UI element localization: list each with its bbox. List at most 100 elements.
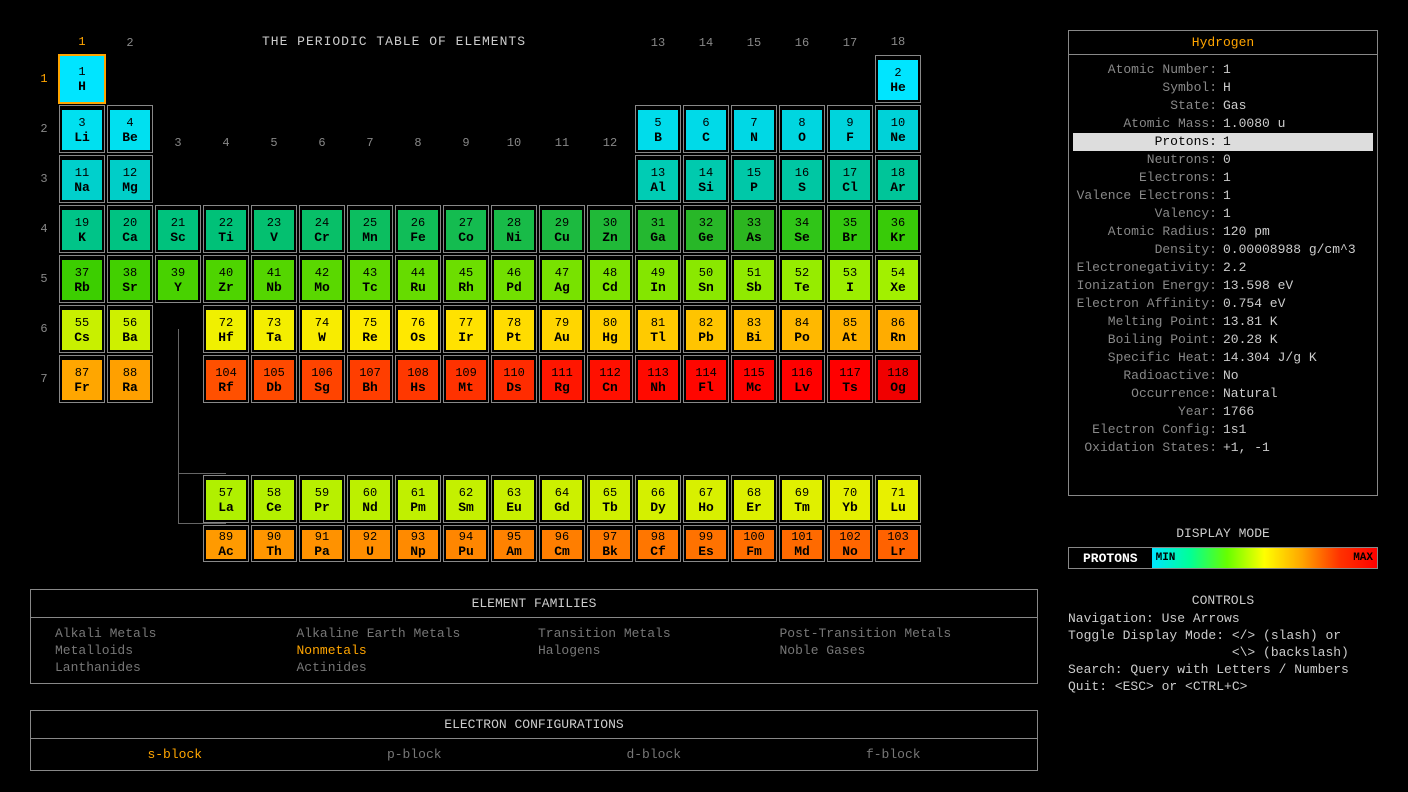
- element-cell-Li[interactable]: 3Li: [59, 105, 105, 153]
- element-cell-Db[interactable]: 105Db: [251, 355, 297, 403]
- element-cell-Ir[interactable]: 77Ir: [443, 305, 489, 353]
- element-cell-Mt[interactable]: 109Mt: [443, 355, 489, 403]
- element-cell-Mc[interactable]: 115Mc: [731, 355, 777, 403]
- element-cell-Tm[interactable]: 69Tm: [779, 475, 825, 523]
- family-nonmetals[interactable]: Nonmetals: [297, 643, 531, 658]
- element-cell-Re[interactable]: 75Re: [347, 305, 393, 353]
- element-cell-P[interactable]: 15P: [731, 155, 777, 203]
- block-d-block[interactable]: d-block: [534, 747, 774, 762]
- family-alkali-metals[interactable]: Alkali Metals: [55, 626, 289, 641]
- element-cell-Np[interactable]: 93Np: [395, 525, 441, 562]
- element-cell-Ru[interactable]: 44Ru: [395, 255, 441, 303]
- element-cell-S[interactable]: 16S: [779, 155, 825, 203]
- element-cell-Fe[interactable]: 26Fe: [395, 205, 441, 253]
- element-cell-At[interactable]: 85At: [827, 305, 873, 353]
- element-cell-Cu[interactable]: 29Cu: [539, 205, 585, 253]
- element-cell-Ca[interactable]: 20Ca: [107, 205, 153, 253]
- element-cell-In[interactable]: 49In: [635, 255, 681, 303]
- family-halogens[interactable]: Halogens: [538, 643, 772, 658]
- element-cell-Sm[interactable]: 62Sm: [443, 475, 489, 523]
- element-cell-Cd[interactable]: 48Cd: [587, 255, 633, 303]
- element-cell-C[interactable]: 6C: [683, 105, 729, 153]
- element-cell-Pr[interactable]: 59Pr: [299, 475, 345, 523]
- element-cell-Lv[interactable]: 116Lv: [779, 355, 825, 403]
- element-cell-Co[interactable]: 27Co: [443, 205, 489, 253]
- element-cell-Mn[interactable]: 25Mn: [347, 205, 393, 253]
- element-cell-Dy[interactable]: 66Dy: [635, 475, 681, 523]
- element-cell-Er[interactable]: 68Er: [731, 475, 777, 523]
- element-cell-Al[interactable]: 13Al: [635, 155, 681, 203]
- element-cell-Gd[interactable]: 64Gd: [539, 475, 585, 523]
- element-cell-Cm[interactable]: 96Cm: [539, 525, 585, 562]
- element-cell-Md[interactable]: 101Md: [779, 525, 825, 562]
- element-cell-Os[interactable]: 76Os: [395, 305, 441, 353]
- element-cell-Te[interactable]: 52Te: [779, 255, 825, 303]
- element-cell-Mg[interactable]: 12Mg: [107, 155, 153, 203]
- block-f-block[interactable]: f-block: [774, 747, 1014, 762]
- element-cell-V[interactable]: 23V: [251, 205, 297, 253]
- element-cell-Zn[interactable]: 30Zn: [587, 205, 633, 253]
- element-cell-Po[interactable]: 84Po: [779, 305, 825, 353]
- element-cell-Lu[interactable]: 71Lu: [875, 475, 921, 523]
- element-cell-Br[interactable]: 35Br: [827, 205, 873, 253]
- element-cell-B[interactable]: 5B: [635, 105, 681, 153]
- element-cell-Bi[interactable]: 83Bi: [731, 305, 777, 353]
- block-s-block[interactable]: s-block: [55, 747, 295, 762]
- element-cell-Ts[interactable]: 117Ts: [827, 355, 873, 403]
- family-alkaline-earth-metals[interactable]: Alkaline Earth Metals: [297, 626, 531, 641]
- element-cell-Au[interactable]: 79Au: [539, 305, 585, 353]
- element-cell-F[interactable]: 9F: [827, 105, 873, 153]
- family-actinides[interactable]: Actinides: [297, 660, 531, 675]
- block-p-block[interactable]: p-block: [295, 747, 535, 762]
- element-cell-Sc[interactable]: 21Sc: [155, 205, 201, 253]
- element-cell-Pd[interactable]: 46Pd: [491, 255, 537, 303]
- element-cell-N[interactable]: 7N: [731, 105, 777, 153]
- element-cell-Ra[interactable]: 88Ra: [107, 355, 153, 403]
- element-cell-W[interactable]: 74W: [299, 305, 345, 353]
- element-cell-Sn[interactable]: 50Sn: [683, 255, 729, 303]
- element-cell-Ds[interactable]: 110Ds: [491, 355, 537, 403]
- family-lanthanides[interactable]: Lanthanides: [55, 660, 289, 675]
- element-cell-Zr[interactable]: 40Zr: [203, 255, 249, 303]
- element-cell-Se[interactable]: 34Se: [779, 205, 825, 253]
- element-cell-Fr[interactable]: 87Fr: [59, 355, 105, 403]
- element-cell-He[interactable]: 2He: [875, 55, 921, 103]
- element-cell-Ag[interactable]: 47Ag: [539, 255, 585, 303]
- element-cell-Pm[interactable]: 61Pm: [395, 475, 441, 523]
- element-cell-Bh[interactable]: 107Bh: [347, 355, 393, 403]
- element-cell-Tc[interactable]: 43Tc: [347, 255, 393, 303]
- element-cell-Y[interactable]: 39Y: [155, 255, 201, 303]
- element-cell-Hg[interactable]: 80Hg: [587, 305, 633, 353]
- element-cell-Pt[interactable]: 78Pt: [491, 305, 537, 353]
- element-cell-Nh[interactable]: 113Nh: [635, 355, 681, 403]
- element-cell-O[interactable]: 8O: [779, 105, 825, 153]
- element-cell-Sb[interactable]: 51Sb: [731, 255, 777, 303]
- element-cell-Cr[interactable]: 24Cr: [299, 205, 345, 253]
- family-noble-gases[interactable]: Noble Gases: [780, 643, 1014, 658]
- element-cell-K[interactable]: 19K: [59, 205, 105, 253]
- element-cell-Rh[interactable]: 45Rh: [443, 255, 489, 303]
- element-cell-Th[interactable]: 90Th: [251, 525, 297, 562]
- element-cell-Sg[interactable]: 106Sg: [299, 355, 345, 403]
- family-post-transition-metals[interactable]: Post-Transition Metals: [780, 626, 1014, 641]
- element-cell-U[interactable]: 92U: [347, 525, 393, 562]
- element-cell-Fl[interactable]: 114Fl: [683, 355, 729, 403]
- element-cell-Xe[interactable]: 54Xe: [875, 255, 921, 303]
- family-transition-metals[interactable]: Transition Metals: [538, 626, 772, 641]
- element-cell-Ti[interactable]: 22Ti: [203, 205, 249, 253]
- element-cell-Am[interactable]: 95Am: [491, 525, 537, 562]
- element-cell-Sr[interactable]: 38Sr: [107, 255, 153, 303]
- element-cell-Cn[interactable]: 112Cn: [587, 355, 633, 403]
- element-cell-Pu[interactable]: 94Pu: [443, 525, 489, 562]
- element-cell-Ta[interactable]: 73Ta: [251, 305, 297, 353]
- element-cell-Fm[interactable]: 100Fm: [731, 525, 777, 562]
- family-metalloids[interactable]: Metalloids: [55, 643, 289, 658]
- element-cell-Ac[interactable]: 89Ac: [203, 525, 249, 562]
- element-cell-Rb[interactable]: 37Rb: [59, 255, 105, 303]
- element-cell-Ba[interactable]: 56Ba: [107, 305, 153, 353]
- element-cell-Be[interactable]: 4Be: [107, 105, 153, 153]
- element-cell-Hs[interactable]: 108Hs: [395, 355, 441, 403]
- element-cell-Nd[interactable]: 60Nd: [347, 475, 393, 523]
- element-cell-Cf[interactable]: 98Cf: [635, 525, 681, 562]
- element-cell-As[interactable]: 33As: [731, 205, 777, 253]
